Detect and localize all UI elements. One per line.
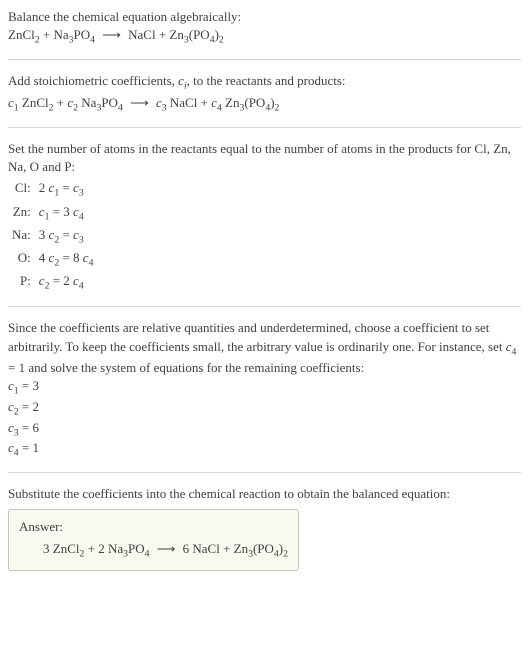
balanced-equation: 3 ZnCl2 + 2 Na3PO4 ⟶ 6 NaCl + Zn3(PO4)2 <box>19 540 288 561</box>
txt: Na <box>53 27 68 42</box>
equation-row: Cl:2 c1 = c3 <box>8 178 97 201</box>
coef: 3 <box>39 227 49 242</box>
element-label: P: <box>8 271 35 294</box>
equation-row: Zn:c1 = 3 c4 <box>8 202 97 225</box>
equation-body: 4 c2 = 8 c4 <box>35 248 98 271</box>
section-balance: Balance the chemical equation algebraica… <box>8 8 521 47</box>
species: ZnCl2 <box>8 27 40 42</box>
species: Zn3(PO4)2 <box>222 95 280 110</box>
plus: + <box>40 27 54 42</box>
arrow: ⟶ <box>153 541 180 556</box>
equation-body: 2 c1 = c3 <box>35 178 98 201</box>
txt: Na <box>78 95 96 110</box>
eq: = 2 <box>49 273 73 288</box>
txt: PO <box>101 95 118 110</box>
coefficient-line: c2 = 2 <box>8 398 521 419</box>
section-title: Add stoichiometric coefficients, ci, to … <box>8 72 521 93</box>
coef: 2 <box>39 180 49 195</box>
section-coeffs: Add stoichiometric coefficients, ci, to … <box>8 72 521 114</box>
section-title: Substitute the coefficients into the che… <box>8 485 521 503</box>
sub: 3 <box>79 188 84 199</box>
coefficient-line: c3 = 6 <box>8 419 521 440</box>
txt: ZnCl <box>8 27 35 42</box>
equation-body: c2 = 2 c4 <box>35 271 98 294</box>
species: Na3PO4 <box>78 95 123 110</box>
sub: 4 <box>89 258 94 269</box>
txt: + 2 Na <box>84 541 123 556</box>
element-label: O: <box>8 248 35 271</box>
txt: (PO <box>244 95 265 110</box>
value: = 3 <box>19 378 39 393</box>
equation-row: O:4 c2 = 8 c4 <box>8 248 97 271</box>
sub: 4 <box>79 211 84 222</box>
paragraph: Since the coefficients are relative quan… <box>8 319 521 377</box>
coefficient-values: c1 = 3c2 = 2c3 = 6c4 = 1 <box>8 377 521 460</box>
equation-row: P:c2 = 2 c4 <box>8 271 97 294</box>
txt: PO <box>74 27 91 42</box>
section-title: Balance the chemical equation algebraica… <box>8 8 521 26</box>
answer-box: Answer: 3 ZnCl2 + 2 Na3PO4 ⟶ 6 NaCl + Zn… <box>8 509 299 570</box>
equation: ZnCl2 + Na3PO4 ⟶ NaCl + Zn3(PO4)2 <box>8 26 521 47</box>
eq: = <box>59 227 73 242</box>
equation-row: Na:3 c2 = c3 <box>8 225 97 248</box>
value: = 6 <box>19 420 39 435</box>
sub: 4 <box>118 102 123 113</box>
value: = 2 <box>19 399 39 414</box>
section-solve: Since the coefficients are relative quan… <box>8 319 521 460</box>
divider <box>8 306 521 307</box>
txt: Since the coefficients are relative quan… <box>8 320 506 353</box>
txt: ZnCl <box>19 95 49 110</box>
equation-body: 3 c2 = c3 <box>35 225 98 248</box>
arrow: ⟶ <box>98 27 125 42</box>
sub: 4 <box>79 281 84 292</box>
species: 6 NaCl + Zn3(PO4)2 <box>183 541 288 556</box>
txt: 6 NaCl + Zn <box>183 541 248 556</box>
sub: 2 <box>219 35 224 46</box>
txt: (PO <box>189 27 210 42</box>
divider <box>8 127 521 128</box>
section-answer: Substitute the coefficients into the che… <box>8 485 521 571</box>
species: + 2 Na3PO4 <box>84 541 149 556</box>
coefficient-line: c1 = 3 <box>8 377 521 398</box>
value: = 1 <box>19 440 39 455</box>
sub: 4 <box>90 35 95 46</box>
eq: = 3 <box>49 204 73 219</box>
sub: 3 <box>79 234 84 245</box>
txt: (PO <box>253 541 274 556</box>
arrow: ⟶ <box>126 95 153 110</box>
equation: c1 ZnCl2 + c2 Na3PO4 ⟶ c3 NaCl + c4 Zn3(… <box>8 94 521 115</box>
species: Na3PO4 <box>53 27 95 42</box>
species: ZnCl2 <box>19 95 54 110</box>
txt: 3 ZnCl <box>43 541 79 556</box>
sub: 4 <box>145 549 150 560</box>
species: NaCl + Zn3(PO4)2 <box>128 27 224 42</box>
equations-table: Cl:2 c1 = c3Zn:c1 = 3 c4Na:3 c2 = c3O:4 … <box>8 178 97 294</box>
txt: = 1 and solve the system of equations fo… <box>8 360 364 375</box>
sub: 2 <box>275 102 280 113</box>
sub: 2 <box>283 549 288 560</box>
divider <box>8 472 521 473</box>
element-label: Na: <box>8 225 35 248</box>
section-title: Set the number of atoms in the reactants… <box>8 140 521 176</box>
txt: , to the reactants and products: <box>187 73 346 88</box>
divider <box>8 59 521 60</box>
txt: Add stoichiometric coefficients, <box>8 73 178 88</box>
species: 3 ZnCl2 <box>43 541 84 556</box>
element-label: Cl: <box>8 178 35 201</box>
equation-body: c1 = 3 c4 <box>35 202 98 225</box>
txt: PO <box>128 541 145 556</box>
coef: 4 <box>39 250 49 265</box>
eq: = 8 <box>59 250 83 265</box>
eq: = <box>59 180 73 195</box>
answer-label: Answer: <box>19 518 288 536</box>
coefficient-line: c4 = 1 <box>8 439 521 460</box>
element-label: Zn: <box>8 202 35 225</box>
txt: NaCl + Zn <box>128 27 184 42</box>
txt: Zn <box>222 95 240 110</box>
section-system: Set the number of atoms in the reactants… <box>8 140 521 295</box>
plus: + <box>54 95 68 110</box>
sub: 4 <box>512 346 517 357</box>
txt: NaCl + <box>167 95 212 110</box>
